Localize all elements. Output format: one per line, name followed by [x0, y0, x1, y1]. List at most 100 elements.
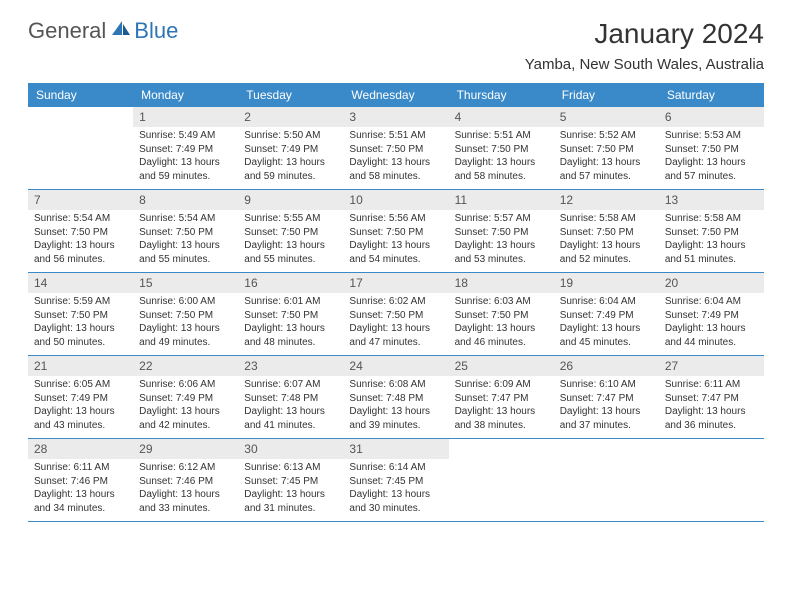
day-line-ss: Sunset: 7:46 PM: [34, 475, 127, 489]
day-line-d1: Daylight: 13 hours: [244, 488, 337, 502]
day-body: Sunrise: 5:51 AMSunset: 7:50 PMDaylight:…: [449, 127, 554, 187]
day-line-sr: Sunrise: 5:51 AM: [455, 129, 548, 143]
day-line-d1: Daylight: 13 hours: [665, 239, 758, 253]
day-body: Sunrise: 5:57 AMSunset: 7:50 PMDaylight:…: [449, 210, 554, 270]
day-line-d2: and 37 minutes.: [560, 419, 653, 433]
location-text: Yamba, New South Wales, Australia: [525, 56, 764, 73]
day-number: 2: [238, 107, 343, 127]
day-cell: 17Sunrise: 6:02 AMSunset: 7:50 PMDayligh…: [343, 273, 448, 355]
day-line-d2: and 53 minutes.: [455, 253, 548, 267]
day-cell: 3Sunrise: 5:51 AMSunset: 7:50 PMDaylight…: [343, 107, 448, 189]
day-number: 14: [28, 273, 133, 293]
day-line-ss: Sunset: 7:50 PM: [244, 226, 337, 240]
day-line-sr: Sunrise: 6:11 AM: [34, 461, 127, 475]
day-number: 12: [554, 190, 659, 210]
day-line-d2: and 42 minutes.: [139, 419, 232, 433]
day-line-ss: Sunset: 7:50 PM: [244, 309, 337, 323]
day-header-tue: Tuesday: [238, 83, 343, 107]
day-cell: 15Sunrise: 6:00 AMSunset: 7:50 PMDayligh…: [133, 273, 238, 355]
day-line-sr: Sunrise: 6:05 AM: [34, 378, 127, 392]
day-line-sr: Sunrise: 5:59 AM: [34, 295, 127, 309]
day-line-sr: Sunrise: 6:14 AM: [349, 461, 442, 475]
weeks-container: 1Sunrise: 5:49 AMSunset: 7:49 PMDaylight…: [28, 107, 764, 522]
day-line-ss: Sunset: 7:50 PM: [349, 143, 442, 157]
week-row: 7Sunrise: 5:54 AMSunset: 7:50 PMDaylight…: [28, 190, 764, 273]
day-body: Sunrise: 5:56 AMSunset: 7:50 PMDaylight:…: [343, 210, 448, 270]
day-body: Sunrise: 5:58 AMSunset: 7:50 PMDaylight:…: [554, 210, 659, 270]
day-number: 31: [343, 439, 448, 459]
day-line-sr: Sunrise: 6:06 AM: [139, 378, 232, 392]
day-line-sr: Sunrise: 5:51 AM: [349, 129, 442, 143]
day-body: Sunrise: 6:14 AMSunset: 7:45 PMDaylight:…: [343, 459, 448, 519]
day-header-thu: Thursday: [449, 83, 554, 107]
day-line-d2: and 58 minutes.: [349, 170, 442, 184]
day-line-d2: and 55 minutes.: [244, 253, 337, 267]
day-body: Sunrise: 6:11 AMSunset: 7:46 PMDaylight:…: [28, 459, 133, 519]
day-cell: 5Sunrise: 5:52 AMSunset: 7:50 PMDaylight…: [554, 107, 659, 189]
day-body: Sunrise: 5:58 AMSunset: 7:50 PMDaylight:…: [659, 210, 764, 270]
day-line-d2: and 49 minutes.: [139, 336, 232, 350]
day-cell: 30Sunrise: 6:13 AMSunset: 7:45 PMDayligh…: [238, 439, 343, 521]
day-number: 19: [554, 273, 659, 293]
day-body: Sunrise: 5:51 AMSunset: 7:50 PMDaylight:…: [343, 127, 448, 187]
day-line-d1: Daylight: 13 hours: [665, 405, 758, 419]
day-line-ss: Sunset: 7:49 PM: [665, 309, 758, 323]
day-cell: 28Sunrise: 6:11 AMSunset: 7:46 PMDayligh…: [28, 439, 133, 521]
day-line-sr: Sunrise: 5:56 AM: [349, 212, 442, 226]
day-line-sr: Sunrise: 6:02 AM: [349, 295, 442, 309]
day-number: 26: [554, 356, 659, 376]
day-cell: [449, 439, 554, 521]
day-body: Sunrise: 5:59 AMSunset: 7:50 PMDaylight:…: [28, 293, 133, 353]
calendar-grid: Sunday Monday Tuesday Wednesday Thursday…: [28, 83, 764, 522]
day-line-d2: and 57 minutes.: [665, 170, 758, 184]
day-line-sr: Sunrise: 6:04 AM: [560, 295, 653, 309]
day-cell: 13Sunrise: 5:58 AMSunset: 7:50 PMDayligh…: [659, 190, 764, 272]
day-cell: 2Sunrise: 5:50 AMSunset: 7:49 PMDaylight…: [238, 107, 343, 189]
day-number: 11: [449, 190, 554, 210]
day-line-ss: Sunset: 7:50 PM: [34, 309, 127, 323]
day-line-ss: Sunset: 7:48 PM: [244, 392, 337, 406]
day-body: Sunrise: 5:55 AMSunset: 7:50 PMDaylight:…: [238, 210, 343, 270]
day-line-d1: Daylight: 13 hours: [455, 405, 548, 419]
day-line-d2: and 44 minutes.: [665, 336, 758, 350]
day-line-sr: Sunrise: 5:57 AM: [455, 212, 548, 226]
day-number: 27: [659, 356, 764, 376]
day-header-sat: Saturday: [659, 83, 764, 107]
day-line-sr: Sunrise: 6:07 AM: [244, 378, 337, 392]
week-row: 14Sunrise: 5:59 AMSunset: 7:50 PMDayligh…: [28, 273, 764, 356]
day-line-d2: and 41 minutes.: [244, 419, 337, 433]
day-line-sr: Sunrise: 6:04 AM: [665, 295, 758, 309]
day-cell: 21Sunrise: 6:05 AMSunset: 7:49 PMDayligh…: [28, 356, 133, 438]
day-cell: 31Sunrise: 6:14 AMSunset: 7:45 PMDayligh…: [343, 439, 448, 521]
day-line-ss: Sunset: 7:45 PM: [244, 475, 337, 489]
day-line-d1: Daylight: 13 hours: [139, 322, 232, 336]
day-number: 13: [659, 190, 764, 210]
day-line-d1: Daylight: 13 hours: [560, 405, 653, 419]
day-cell: 22Sunrise: 6:06 AMSunset: 7:49 PMDayligh…: [133, 356, 238, 438]
day-body: Sunrise: 5:49 AMSunset: 7:49 PMDaylight:…: [133, 127, 238, 187]
day-number: 25: [449, 356, 554, 376]
day-number: 28: [28, 439, 133, 459]
day-cell: 4Sunrise: 5:51 AMSunset: 7:50 PMDaylight…: [449, 107, 554, 189]
day-line-d2: and 33 minutes.: [139, 502, 232, 516]
day-line-d1: Daylight: 13 hours: [139, 156, 232, 170]
day-line-d1: Daylight: 13 hours: [349, 156, 442, 170]
day-body: Sunrise: 6:03 AMSunset: 7:50 PMDaylight:…: [449, 293, 554, 353]
day-number: 7: [28, 190, 133, 210]
day-cell: 8Sunrise: 5:54 AMSunset: 7:50 PMDaylight…: [133, 190, 238, 272]
day-cell: [554, 439, 659, 521]
day-line-ss: Sunset: 7:50 PM: [560, 143, 653, 157]
day-line-d1: Daylight: 13 hours: [139, 239, 232, 253]
day-header-sun: Sunday: [28, 83, 133, 107]
logo: General Blue: [28, 18, 178, 44]
day-line-d1: Daylight: 13 hours: [560, 156, 653, 170]
day-line-d2: and 38 minutes.: [455, 419, 548, 433]
day-body: Sunrise: 5:53 AMSunset: 7:50 PMDaylight:…: [659, 127, 764, 187]
day-cell: 12Sunrise: 5:58 AMSunset: 7:50 PMDayligh…: [554, 190, 659, 272]
day-header-mon: Monday: [133, 83, 238, 107]
day-number: 18: [449, 273, 554, 293]
day-line-d2: and 39 minutes.: [349, 419, 442, 433]
day-cell: 25Sunrise: 6:09 AMSunset: 7:47 PMDayligh…: [449, 356, 554, 438]
day-body: Sunrise: 5:54 AMSunset: 7:50 PMDaylight:…: [28, 210, 133, 270]
day-line-sr: Sunrise: 5:54 AM: [139, 212, 232, 226]
